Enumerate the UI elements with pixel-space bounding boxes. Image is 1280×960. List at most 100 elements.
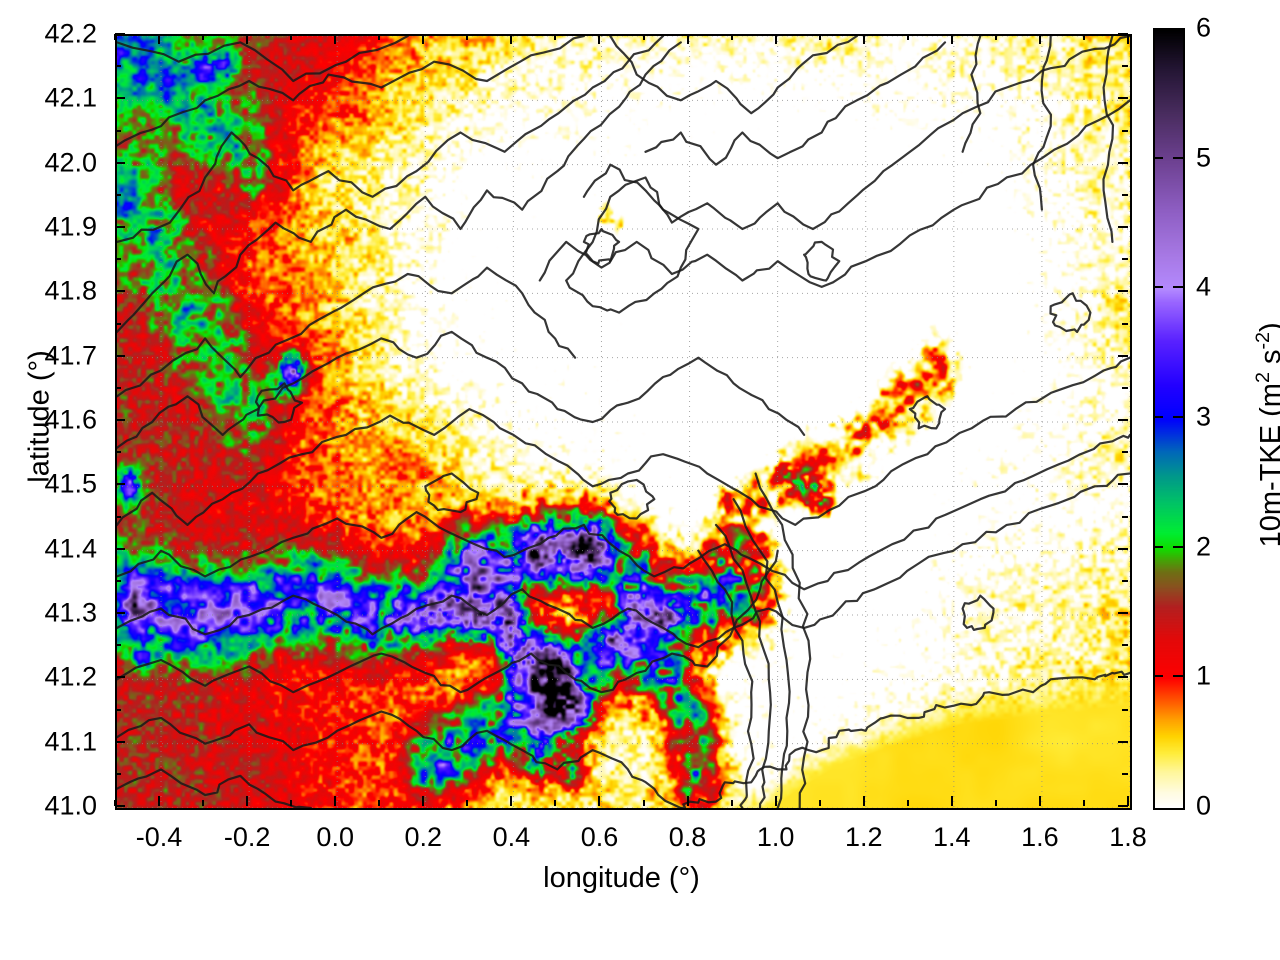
x-tick-label: 0.8	[668, 822, 707, 852]
y-tick-major	[115, 354, 125, 357]
y-tick-major-right	[1118, 354, 1128, 357]
y-tick-major-right	[1118, 33, 1128, 35]
x-tick-major-top	[686, 34, 689, 44]
x-tick-label: 1.4	[933, 822, 971, 852]
colorbar-tick-label: 5	[1196, 142, 1212, 173]
x-tick-minor	[1082, 800, 1085, 806]
colorbar-tick-label: 3	[1196, 401, 1212, 432]
x-tick-major-top	[1038, 34, 1041, 44]
x-tick-minor-top	[994, 34, 997, 40]
colorbar-tick	[1153, 156, 1163, 159]
heatmap-canvas	[117, 36, 1130, 808]
colorbar-title-main: 10m-TKE (m	[1254, 383, 1280, 548]
y-tick-minor-right	[1122, 579, 1128, 582]
colorbar-tick	[1153, 416, 1163, 418]
y-tick-minor	[115, 322, 121, 325]
y-tick-major-right	[1118, 483, 1128, 486]
colorbar-tick-label: 6	[1196, 12, 1212, 43]
y-tick-major-right	[1118, 547, 1128, 550]
y-tick-major	[115, 33, 125, 35]
y-tick-major	[115, 547, 125, 550]
colorbar-tick	[1173, 545, 1183, 548]
x-tick-major	[950, 796, 953, 806]
y-tick-major	[115, 805, 125, 807]
y-tick-major	[115, 483, 125, 486]
y-tick-minor	[115, 65, 121, 68]
colorbar-tick	[1173, 286, 1183, 289]
x-tick-major-top	[334, 34, 337, 44]
x-tick-minor-top	[114, 34, 116, 40]
x-tick-minor-top	[378, 34, 381, 40]
y-tick-label: 42.2	[44, 18, 97, 49]
x-tick-minor	[906, 800, 909, 806]
y-tick-label: 41.3	[44, 597, 97, 628]
colorbar-tick-label: 0	[1196, 790, 1212, 821]
y-tick-minor	[115, 193, 121, 196]
x-tick-minor-top	[202, 34, 205, 40]
x-tick-label: 1.8	[1109, 822, 1147, 852]
x-tick-major	[598, 796, 601, 806]
y-tick-minor-right	[1122, 258, 1128, 261]
x-tick-minor-top	[818, 34, 821, 40]
x-tick-major-top	[774, 34, 777, 44]
colorbar-tick	[1153, 675, 1163, 678]
y-tick-major	[115, 161, 125, 164]
y-tick-major-right	[1118, 290, 1128, 293]
y-tick-minor	[115, 772, 121, 775]
y-tick-major-right	[1118, 97, 1128, 100]
x-tick-label: -0.4	[135, 822, 183, 852]
y-tick-major	[115, 740, 125, 743]
x-tick-minor	[290, 800, 293, 806]
x-tick-major-top	[158, 34, 161, 44]
y-tick-major-right	[1118, 676, 1128, 679]
y-tick-minor	[115, 129, 121, 132]
colorbar-tick-label: 2	[1196, 531, 1212, 562]
y-tick-minor	[115, 579, 121, 582]
y-tick-minor-right	[1122, 644, 1128, 647]
y-tick-minor	[115, 708, 121, 711]
x-tick-minor	[642, 800, 645, 806]
y-axis-title: latitude (°)	[23, 350, 56, 483]
colorbar-tick-label: 1	[1196, 660, 1212, 691]
x-tick-label: 1.2	[844, 822, 883, 852]
colorbar-title: 10m-TKE (m2 s-2)	[1252, 225, 1280, 645]
y-tick-label: 41.7	[44, 340, 97, 371]
y-tick-label: 41.5	[44, 468, 97, 499]
y-tick-minor	[115, 451, 121, 454]
y-tick-minor-right	[1122, 386, 1128, 389]
y-tick-label: 41.8	[44, 275, 97, 306]
y-tick-minor-right	[1122, 772, 1128, 775]
y-tick-major-right	[1118, 740, 1128, 743]
colorbar-tick	[1173, 156, 1183, 159]
colorbar-title-mid: s	[1255, 350, 1280, 373]
y-tick-major-right	[1118, 612, 1128, 614]
colorbar-gradient	[1155, 30, 1183, 808]
y-tick-minor	[115, 386, 121, 389]
x-tick-minor-top	[1082, 34, 1085, 40]
y-tick-label: 41.6	[44, 404, 97, 435]
y-tick-minor	[115, 258, 121, 261]
x-tick-label: 0.2	[404, 822, 443, 852]
y-tick-major	[115, 419, 125, 421]
x-tick-minor	[730, 800, 733, 806]
x-tick-minor	[202, 800, 205, 806]
x-tick-label: 1.6	[1021, 822, 1059, 852]
colorbar	[1153, 28, 1185, 810]
y-tick-major	[115, 676, 125, 679]
colorbar-title-exp2: -2	[1252, 331, 1275, 350]
y-tick-major	[115, 97, 125, 100]
x-tick-label: 0.4	[492, 822, 531, 852]
y-tick-minor-right	[1122, 708, 1128, 711]
x-tick-minor-top	[554, 34, 557, 40]
x-tick-minor-top	[730, 34, 733, 40]
y-tick-minor-right	[1122, 322, 1128, 325]
y-tick-major-right	[1118, 805, 1128, 807]
x-tick-minor	[378, 800, 381, 806]
x-tick-major	[1127, 796, 1129, 806]
x-tick-major	[862, 796, 865, 806]
colorbar-tick	[1153, 286, 1163, 289]
colorbar-title-end: )	[1255, 322, 1280, 332]
x-tick-minor-top	[290, 34, 293, 40]
x-tick-major-top	[1127, 34, 1129, 44]
x-tick-major-top	[598, 34, 601, 44]
